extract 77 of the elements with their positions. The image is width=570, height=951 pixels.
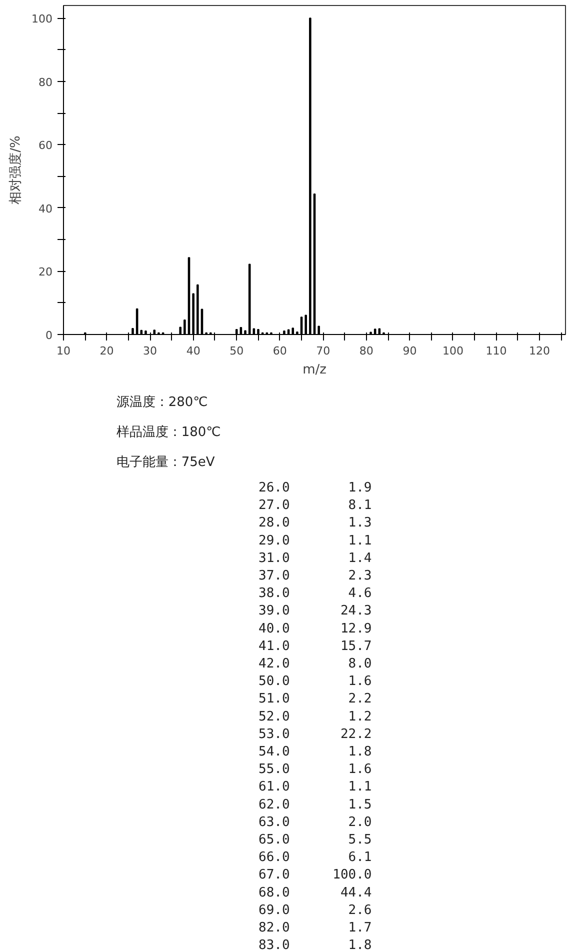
category-label: 55.0 [258,762,290,778]
category-label: 61.0 [258,780,290,795]
data-label: 1.4 [348,550,372,566]
x-tick-label: 20 [100,344,114,358]
y-tick-label: 40 [38,202,53,216]
text: 电子能量：75eV [116,455,215,470]
category-label: 68.0 [258,885,290,900]
data-label: 1.9 [348,480,372,496]
data-label: 1.6 [348,674,372,690]
x-tick-label: 70 [316,344,330,358]
data-label: 44.4 [340,885,372,900]
data-label: 2.2 [348,692,372,707]
data-label: 24.3 [340,604,372,619]
data-label: 1.7 [348,920,372,936]
data-label: 4.6 [348,586,372,602]
data-label: 1.1 [348,533,372,548]
x-tick-label: 60 [272,344,287,358]
category-label: 31.0 [258,550,290,566]
y-tick-label: 80 [38,76,53,89]
category-label: 41.0 [258,638,290,654]
x-tick-label: 90 [402,344,417,358]
data-label: 6.1 [348,850,372,866]
data-label: 8.0 [348,656,372,672]
data-label: 15.7 [340,638,372,654]
x-tick-label: 80 [359,344,374,358]
x-tick-label: 10 [56,344,70,358]
y-tick-label: 60 [38,139,53,152]
x-tick-label: 100 [442,344,464,358]
text: 源温度：280℃ [116,394,208,410]
category-label: 69.0 [258,902,290,918]
data-label: 22.2 [340,726,372,742]
category-label: 67.0 [258,868,290,883]
category-label: 53.0 [258,726,290,742]
data-label: 1.5 [348,797,372,812]
data-label: 2.3 [348,568,372,584]
category-label: 83.0 [258,938,290,951]
x-axis-title: m/z [302,362,327,378]
data-label: 2.0 [348,814,372,830]
x-tick-label: 120 [529,344,550,358]
category-label: 27.0 [258,498,290,514]
category-label: 54.0 [258,744,290,760]
x-tick-label: 40 [186,344,200,358]
y-tick-label: 0 [46,329,52,342]
data-label: 1.8 [348,938,372,951]
category-label: 39.0 [258,604,290,619]
category-label: 29.0 [258,533,290,548]
category-label: 40.0 [258,621,290,636]
data-label: 1.2 [348,709,372,724]
y-tick-label: 100 [32,12,53,26]
data-label: 1.3 [348,516,372,531]
x-tick-label: 110 [486,344,507,358]
x-tick-label: 30 [143,344,158,358]
category-label: 51.0 [258,692,290,707]
category-label: 66.0 [258,850,290,866]
category-label: 37.0 [258,568,290,584]
category-label: 28.0 [258,516,290,531]
data-label: 1.1 [348,780,372,795]
category-label: 62.0 [258,797,290,812]
data-label: 1.8 [348,744,372,760]
category-label: 63.0 [258,814,290,830]
x-tick-label: 50 [230,344,244,358]
data-label: 1.6 [348,762,372,778]
y-axis-title: 相对强度/% [8,136,24,204]
data-label: 2.6 [348,902,372,918]
category-label: 42.0 [258,656,290,672]
data-label: 100.0 [332,868,372,883]
data-label: 8.1 [348,498,372,514]
category-label: 52.0 [258,709,290,724]
data-label: 12.9 [340,621,372,636]
category-label: 82.0 [258,920,290,936]
category-label: 50.0 [258,674,290,690]
category-label: 38.0 [258,586,290,602]
text: 样品温度：180℃ [116,424,221,440]
category-label: 26.0 [258,480,290,496]
y-tick-label: 20 [38,266,53,279]
category-label: 65.0 [258,832,290,848]
data-label: 5.5 [348,832,372,848]
